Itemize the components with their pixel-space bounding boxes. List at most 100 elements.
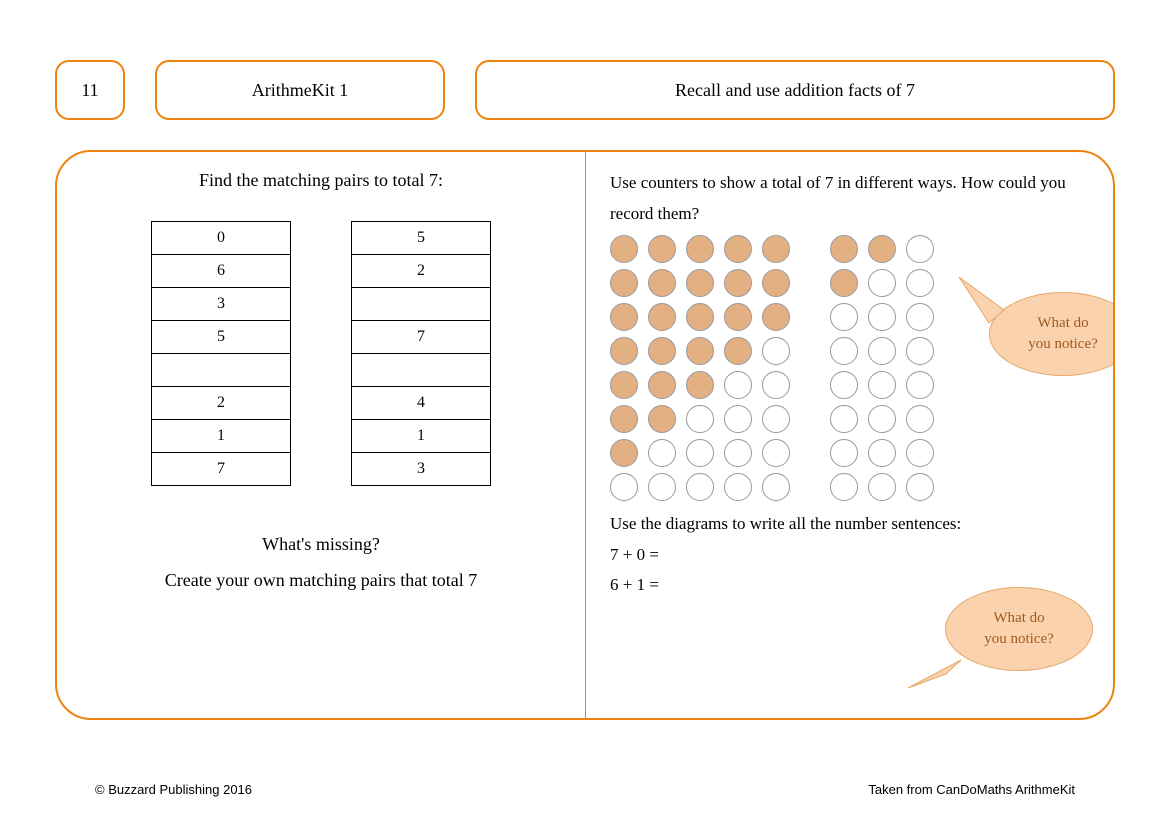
number-cell (152, 354, 290, 387)
topic-title: Recall and use addition facts of 7 (675, 80, 915, 101)
counter-empty (906, 269, 934, 297)
topic-box: Recall and use addition facts of 7 (475, 60, 1115, 120)
counter-filled (648, 235, 676, 263)
number-cell: 4 (352, 387, 490, 420)
counter-filled (724, 269, 752, 297)
kit-title-box: ArithmeKit 1 (155, 60, 445, 120)
counter-empty (830, 303, 858, 331)
counter-empty (868, 405, 896, 433)
counter-row (610, 371, 1089, 399)
right-prompt: Use the diagrams to write all the number… (610, 509, 1089, 540)
number-cell (352, 288, 490, 321)
counter-filled (648, 405, 676, 433)
counter-empty (762, 439, 790, 467)
counter-filled (648, 337, 676, 365)
counter-filled (648, 371, 676, 399)
counter-empty (906, 337, 934, 365)
counter-empty (906, 303, 934, 331)
question-create: Create your own matching pairs that tota… (57, 562, 585, 598)
counter-filled (648, 269, 676, 297)
counter-filled (724, 235, 752, 263)
counter-filled (610, 337, 638, 365)
counter-empty (762, 405, 790, 433)
number-cell: 1 (152, 420, 290, 453)
number-cell: 7 (152, 453, 290, 486)
counter-empty (762, 371, 790, 399)
counter-empty (906, 235, 934, 263)
counter-filled (830, 235, 858, 263)
right-intro: Use counters to show a total of 7 in dif… (610, 168, 1089, 229)
right-panel: Use counters to show a total of 7 in dif… (585, 152, 1113, 718)
counter-filled (610, 269, 638, 297)
bubble-2-text: What do you notice? (984, 608, 1054, 650)
main-panel: Find the matching pairs to total 7: 0635… (55, 150, 1115, 720)
counter-empty (686, 405, 714, 433)
counter-empty (724, 473, 752, 501)
number-cell: 2 (152, 387, 290, 420)
number-cell: 1 (352, 420, 490, 453)
footer-right: Taken from CanDoMaths ArithmeKit (868, 782, 1075, 797)
left-questions: What's missing? Create your own matching… (57, 526, 585, 598)
number-cell: 0 (152, 222, 290, 255)
counter-filled (724, 337, 752, 365)
counter-empty (830, 439, 858, 467)
counter-filled (610, 439, 638, 467)
counter-row (610, 473, 1089, 501)
footer-left: © Buzzard Publishing 2016 (95, 782, 252, 797)
counter-empty (686, 473, 714, 501)
counter-filled (762, 235, 790, 263)
number-cell: 3 (352, 453, 490, 486)
counter-row (610, 405, 1089, 433)
matching-tables: 0635217 527413 (57, 221, 585, 486)
counter-empty (686, 439, 714, 467)
counter-empty (724, 405, 752, 433)
counter-empty (868, 473, 896, 501)
counter-filled (724, 303, 752, 331)
question-missing: What's missing? (57, 526, 585, 562)
counter-empty (868, 439, 896, 467)
counter-empty (906, 473, 934, 501)
number-cell: 7 (352, 321, 490, 354)
counter-filled (610, 303, 638, 331)
counter-empty (868, 269, 896, 297)
counter-grid (610, 235, 1089, 501)
number-cell (352, 354, 490, 387)
counter-filled (610, 405, 638, 433)
number-cell: 5 (152, 321, 290, 354)
counter-empty (830, 371, 858, 399)
number-table-left: 0635217 (151, 221, 291, 486)
bubble-1-text: What do you notice? (1028, 313, 1098, 355)
counter-filled (762, 269, 790, 297)
number-cell: 3 (152, 288, 290, 321)
number-cell: 2 (352, 255, 490, 288)
counter-filled (610, 235, 638, 263)
left-title: Find the matching pairs to total 7: (57, 170, 585, 191)
footer: © Buzzard Publishing 2016 Taken from Can… (95, 782, 1075, 797)
counter-filled (610, 371, 638, 399)
counter-empty (762, 473, 790, 501)
left-panel: Find the matching pairs to total 7: 0635… (57, 152, 585, 718)
number-cell: 5 (352, 222, 490, 255)
counter-filled (686, 269, 714, 297)
counter-empty (724, 371, 752, 399)
counter-empty (648, 473, 676, 501)
counter-empty (724, 439, 752, 467)
counter-filled (830, 269, 858, 297)
counter-filled (762, 303, 790, 331)
counter-filled (868, 235, 896, 263)
counter-row (610, 269, 1089, 297)
counter-empty (830, 337, 858, 365)
counter-empty (648, 439, 676, 467)
counter-filled (686, 303, 714, 331)
counter-empty (610, 473, 638, 501)
counter-filled (686, 235, 714, 263)
counter-row (610, 235, 1089, 263)
counter-empty (762, 337, 790, 365)
worksheet-number: 11 (81, 80, 98, 101)
worksheet-number-box: 11 (55, 60, 125, 120)
counter-filled (686, 337, 714, 365)
counter-empty (830, 405, 858, 433)
header-row: 11 ArithmeKit 1 Recall and use addition … (55, 60, 1115, 120)
speech-bubble-2: What do you notice? (945, 587, 1093, 671)
counter-empty (830, 473, 858, 501)
